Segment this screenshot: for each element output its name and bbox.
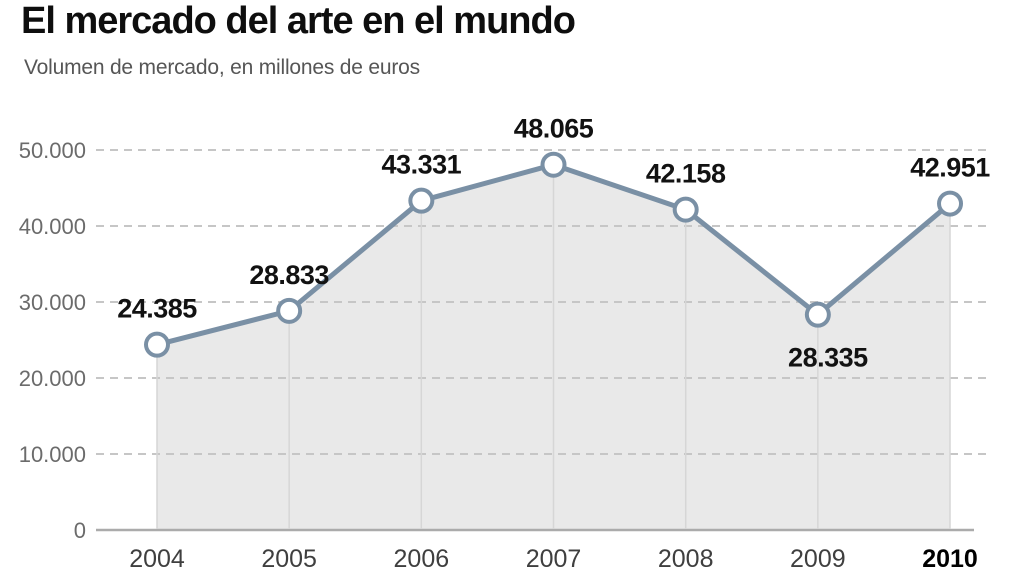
x-tick-label-2007: 2007 <box>526 545 582 573</box>
x-tick-label-2004: 2004 <box>129 545 185 573</box>
y-tick-label-50.000: 50.000 <box>19 138 86 163</box>
data-point-2010 <box>937 190 964 217</box>
y-tick-label-10.000: 10.000 <box>19 442 86 467</box>
data-point-2007 <box>540 151 567 178</box>
data-label-2008: 42.158 <box>646 159 726 189</box>
y-tick-label-0: 0 <box>74 518 86 543</box>
x-tick-label-2005: 2005 <box>261 545 317 573</box>
y-tick-label-30.000: 30.000 <box>19 290 86 315</box>
data-label-2005: 28.833 <box>249 260 329 290</box>
x-tick-label-2008: 2008 <box>658 545 714 573</box>
data-label-2006: 43.331 <box>382 150 462 180</box>
x-tick-label-2010: 2010 <box>922 545 978 573</box>
data-point-2008 <box>672 196 699 223</box>
data-label-2009: 28.335 <box>788 343 868 373</box>
data-label-2010: 42.951 <box>910 153 990 183</box>
data-label-2007: 48.065 <box>514 114 594 144</box>
data-label-2004: 24.385 <box>117 294 197 324</box>
x-tick-label-2006: 2006 <box>394 545 450 573</box>
data-point-2005 <box>276 297 303 324</box>
data-point-2009 <box>804 301 831 328</box>
x-tick-label-2009: 2009 <box>790 545 846 573</box>
chart-subtitle: Volumen de mercado, en millones de euros <box>24 56 420 79</box>
data-point-2004 <box>144 331 170 358</box>
y-tick-label-40.000: 40.000 <box>19 214 86 239</box>
chart-title: El mercado del arte en el mundo <box>21 0 576 42</box>
data-point-2006 <box>408 187 435 214</box>
y-tick-label-20.000: 20.000 <box>19 366 86 391</box>
